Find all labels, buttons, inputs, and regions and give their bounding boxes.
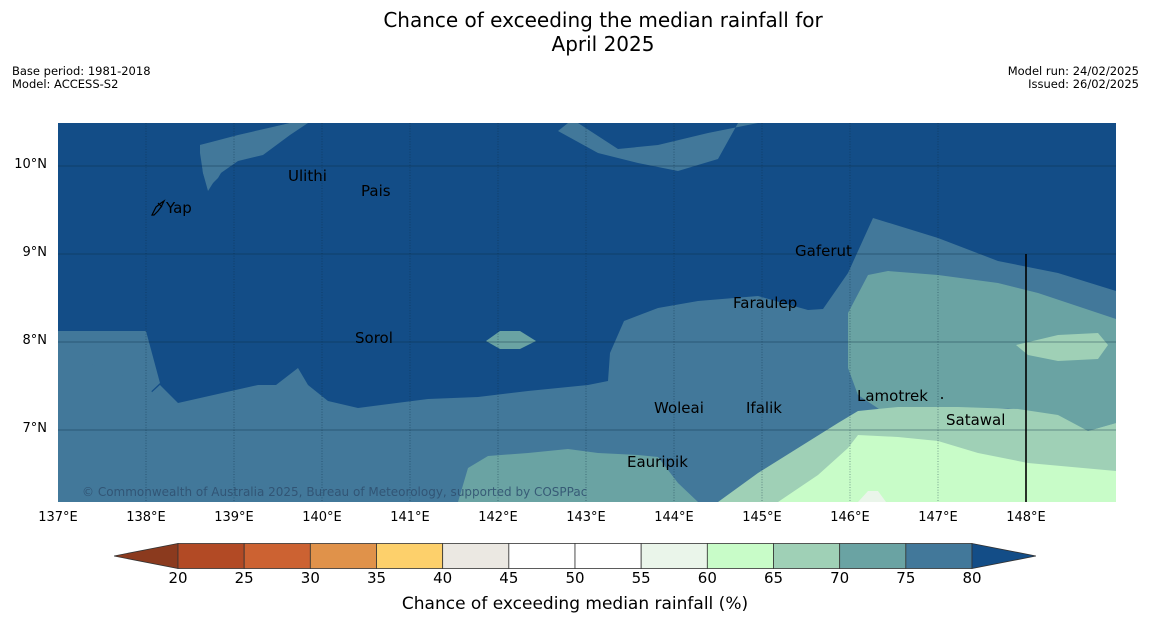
zone-65-70-east	[1016, 333, 1108, 361]
place-label: Ulithi	[288, 167, 327, 185]
meta-left: Base period: 1981-2018 Model: ACCESS-S2	[12, 65, 151, 91]
colorbar-tick-label: 20	[168, 569, 188, 587]
colorbar-tick-label: 65	[763, 569, 784, 587]
colorbar-tick-label: 35	[366, 569, 387, 587]
zone-75-80-western	[58, 359, 158, 434]
lon-label: 141°E	[390, 510, 430, 525]
place-label: Yap	[166, 199, 192, 217]
base-period-text: Base period: 1981-2018	[12, 64, 151, 78]
colorbar-tick-label: 75	[896, 569, 916, 587]
colorbar-tick-label: 70	[830, 569, 850, 587]
zone-75-80-north	[200, 123, 1116, 188]
lon-label: 138°E	[126, 510, 166, 525]
lat-label: 8°N	[22, 333, 48, 348]
lat-label: 9°N	[22, 245, 48, 260]
colorbar-swatch	[442, 543, 510, 569]
meta-right: Model run: 24/02/2025 Issued: 26/02/2025	[1008, 65, 1139, 91]
island-dot	[941, 397, 943, 399]
gridlines	[145, 123, 939, 502]
colorbar-swatch	[508, 543, 576, 569]
lon-label: 147°E	[918, 510, 958, 525]
place-label: Lamotrek	[857, 387, 928, 405]
place-label: Faraulep	[733, 294, 798, 312]
lon-label: 146°E	[830, 510, 870, 525]
yap-island-icon	[151, 199, 166, 216]
lon-label: 143°E	[566, 510, 606, 525]
lon-label: 142°E	[478, 510, 518, 525]
place-label: Ifalik	[746, 399, 782, 417]
place-label: Eauripik	[627, 453, 688, 471]
colorbar-tick-label: 40	[433, 569, 453, 587]
model-text: Model: ACCESS-S2	[12, 77, 119, 91]
rainfall-map	[58, 123, 1116, 502]
lat-label: 7°N	[22, 421, 48, 436]
zone-70-75	[458, 271, 1116, 502]
colorbar-swatch	[773, 543, 841, 569]
colorbar-swatch	[640, 543, 708, 569]
lon-label: 140°E	[302, 510, 342, 525]
colorbar-swatch	[376, 543, 444, 569]
zone-75-80-north-upper	[200, 123, 308, 191]
place-label: Sorol	[355, 329, 393, 347]
map-canvas	[58, 123, 1116, 502]
lon-label: 139°E	[214, 510, 254, 525]
lat-gridlines	[58, 165, 1116, 431]
map-title: Chance of exceeding the median rainfall …	[0, 8, 1150, 56]
colorbar-tick-label: 25	[234, 569, 254, 587]
title-line-1: Chance of exceeding the median rainfall …	[383, 8, 823, 32]
lon-label: 144°E	[654, 510, 694, 525]
colorbar-swatch	[309, 543, 377, 569]
lon-label: 148°E	[1006, 510, 1046, 525]
colorbar-svg	[113, 543, 1037, 569]
place-label: Pais	[361, 182, 391, 200]
colorbar-swatch	[177, 543, 245, 569]
colorbar-swatch	[905, 543, 973, 569]
colorbar-swatch	[574, 543, 642, 569]
colorbar-swatch	[839, 543, 907, 569]
zone-70-75-west-blob	[486, 331, 536, 349]
colorbar-left-arrow	[113, 543, 179, 569]
lon-label: 137°E	[38, 510, 78, 525]
title-line-2: April 2025	[551, 32, 655, 56]
colorbar-swatch	[706, 543, 774, 569]
colorbar-tick-label: 45	[499, 569, 519, 587]
place-label: Woleai	[654, 399, 704, 417]
copyright-text: © Commonwealth of Australia 2025, Bureau…	[82, 485, 588, 499]
model-run-text: Model run: 24/02/2025	[1007, 64, 1139, 78]
place-label: Satawal	[946, 411, 1006, 429]
colorbar-tick-label: 80	[962, 569, 982, 587]
issued-text: Issued: 26/02/2025	[1028, 77, 1139, 91]
colorbar-label: Chance of exceeding median rainfall (%)	[401, 594, 749, 614]
zone-60-65	[778, 435, 1116, 502]
colorbar-right-arrow	[971, 543, 1037, 569]
colorbar	[113, 543, 1037, 569]
lat-label: 10°N	[14, 157, 47, 172]
colorbar-tick-label: 60	[697, 569, 717, 587]
colorbar-tick-label: 50	[565, 569, 585, 587]
colorbar-tick-label: 55	[631, 569, 651, 587]
lon-label: 145°E	[742, 510, 782, 525]
place-label: Gaferut	[795, 242, 852, 260]
zone-55-60	[858, 491, 886, 502]
colorbar-swatch	[243, 543, 311, 569]
colorbar-tick-label: 30	[300, 569, 320, 587]
